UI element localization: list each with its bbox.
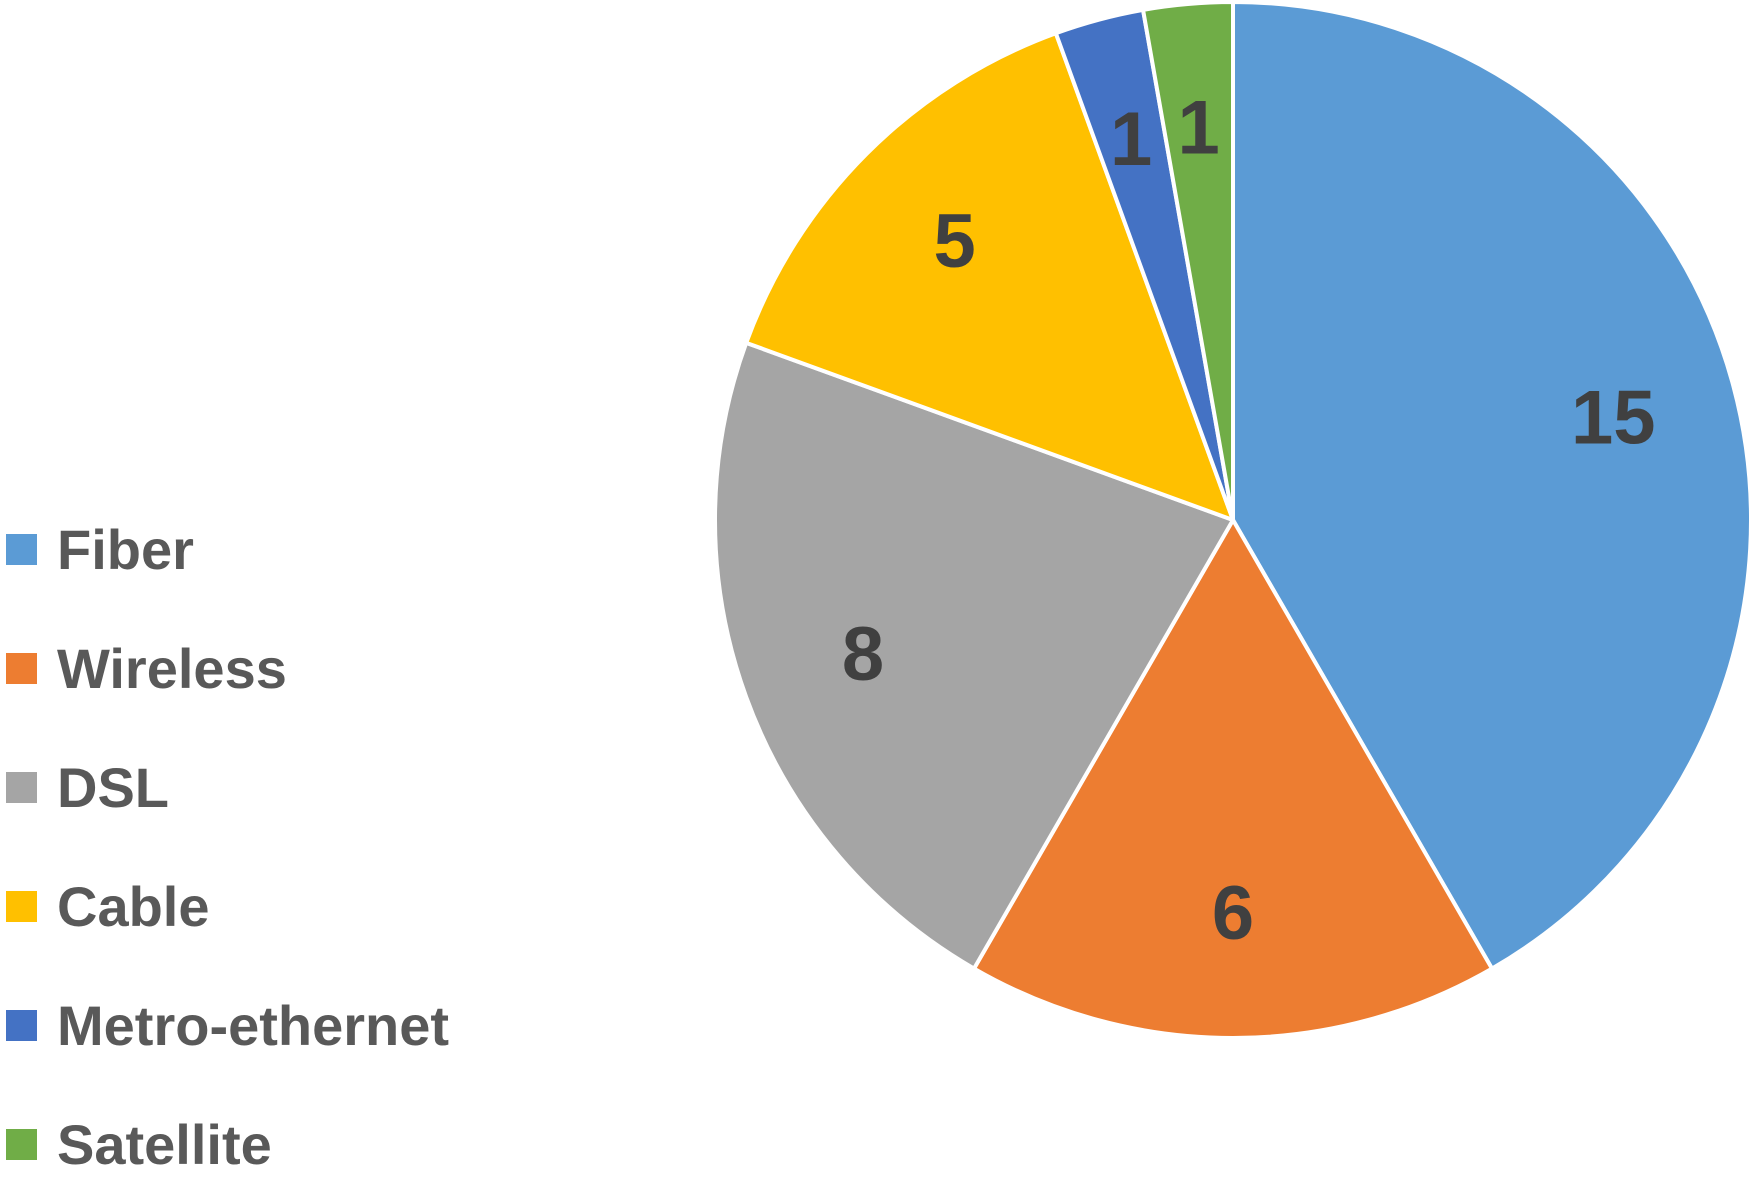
pie-slices: [713, 0, 1753, 1040]
pie-slice-dsl: [713, 340, 1235, 971]
legend-label-wireless: Wireless: [57, 636, 287, 700]
legend-swatch-dsl: [6, 772, 37, 803]
pie-chart: 15 6 8 5 1 1: [713, 0, 1753, 1040]
data-label-cable: 5: [933, 199, 975, 284]
legend-label-satellite: Satellite: [57, 1112, 272, 1176]
data-label-metro-ethernet: 1: [1110, 97, 1152, 182]
legend-swatch-cable: [6, 891, 37, 922]
legend-label-cable: Cable: [57, 874, 210, 938]
data-label-satellite: 1: [1178, 85, 1220, 170]
legend-item-satellite: Satellite: [6, 1085, 449, 1204]
pie-slice-cable: [744, 31, 1235, 522]
legend-label-dsl: DSL: [57, 755, 169, 819]
pie-slice-satellite: [1141, 0, 1235, 522]
legend-swatch-satellite: [6, 1129, 37, 1160]
pie-slice-wireless: [972, 518, 1494, 1040]
chart-legend: Fiber Wireless DSL Cable Metro-ethernet …: [6, 490, 449, 1204]
data-label-dsl: 8: [842, 612, 884, 697]
legend-item-cable: Cable: [6, 847, 449, 966]
pie-data-labels: 15 6 8 5 1 1: [842, 85, 1656, 956]
data-label-fiber: 15: [1571, 376, 1656, 461]
legend-swatch-metro-ethernet: [6, 1010, 37, 1041]
pie-slice-fiber: [1231, 0, 1753, 971]
legend-item-fiber: Fiber: [6, 490, 449, 609]
legend-swatch-fiber: [6, 534, 37, 565]
legend-label-fiber: Fiber: [57, 517, 194, 581]
legend-label-metro-ethernet: Metro-ethernet: [57, 993, 450, 1057]
legend-item-dsl: DSL: [6, 728, 449, 847]
legend-item-metro-ethernet: Metro-ethernet: [6, 966, 449, 1085]
data-label-wireless: 6: [1212, 871, 1254, 956]
legend-item-wireless: Wireless: [6, 609, 449, 728]
legend-swatch-wireless: [6, 653, 37, 684]
